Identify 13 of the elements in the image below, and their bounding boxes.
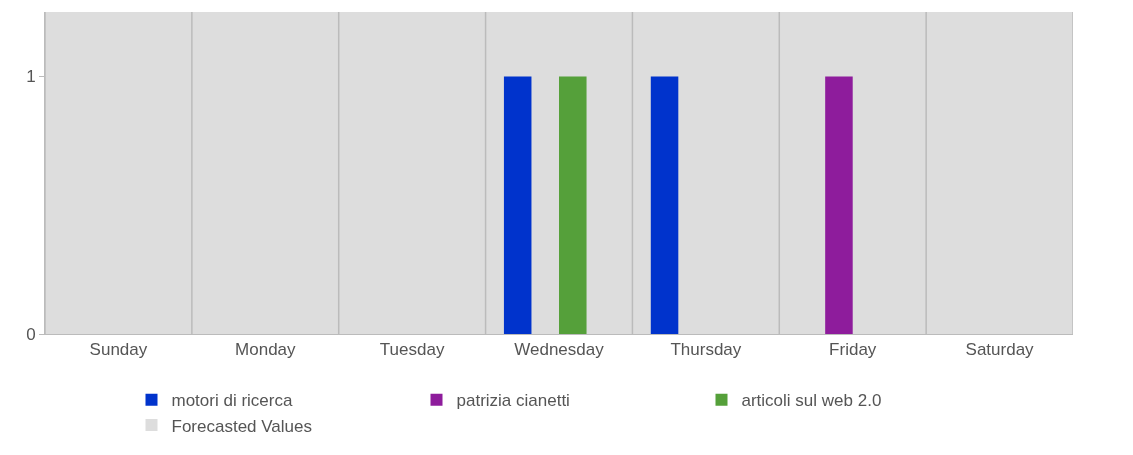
- x-tick-label: Friday: [829, 340, 877, 360]
- x-tick-label: Monday: [235, 340, 297, 360]
- x-tick-label: Sunday: [89, 340, 148, 360]
- legend-label: patrizia cianetti: [456, 391, 570, 411]
- legend-label: motori di ricerca: [171, 391, 293, 411]
- x-tick-label: Tuesday: [379, 340, 445, 360]
- x-tick-label: Thursday: [670, 340, 742, 360]
- y-tick-label: 1: [26, 67, 36, 87]
- legend-label: Forecasted Values: [171, 416, 312, 436]
- legend-label: articoli sul web 2.0: [741, 391, 882, 411]
- y-tick-label: 0: [26, 324, 36, 344]
- x-tick-label: Wednesday: [514, 340, 605, 360]
- x-tick-label: Saturday: [965, 340, 1035, 360]
